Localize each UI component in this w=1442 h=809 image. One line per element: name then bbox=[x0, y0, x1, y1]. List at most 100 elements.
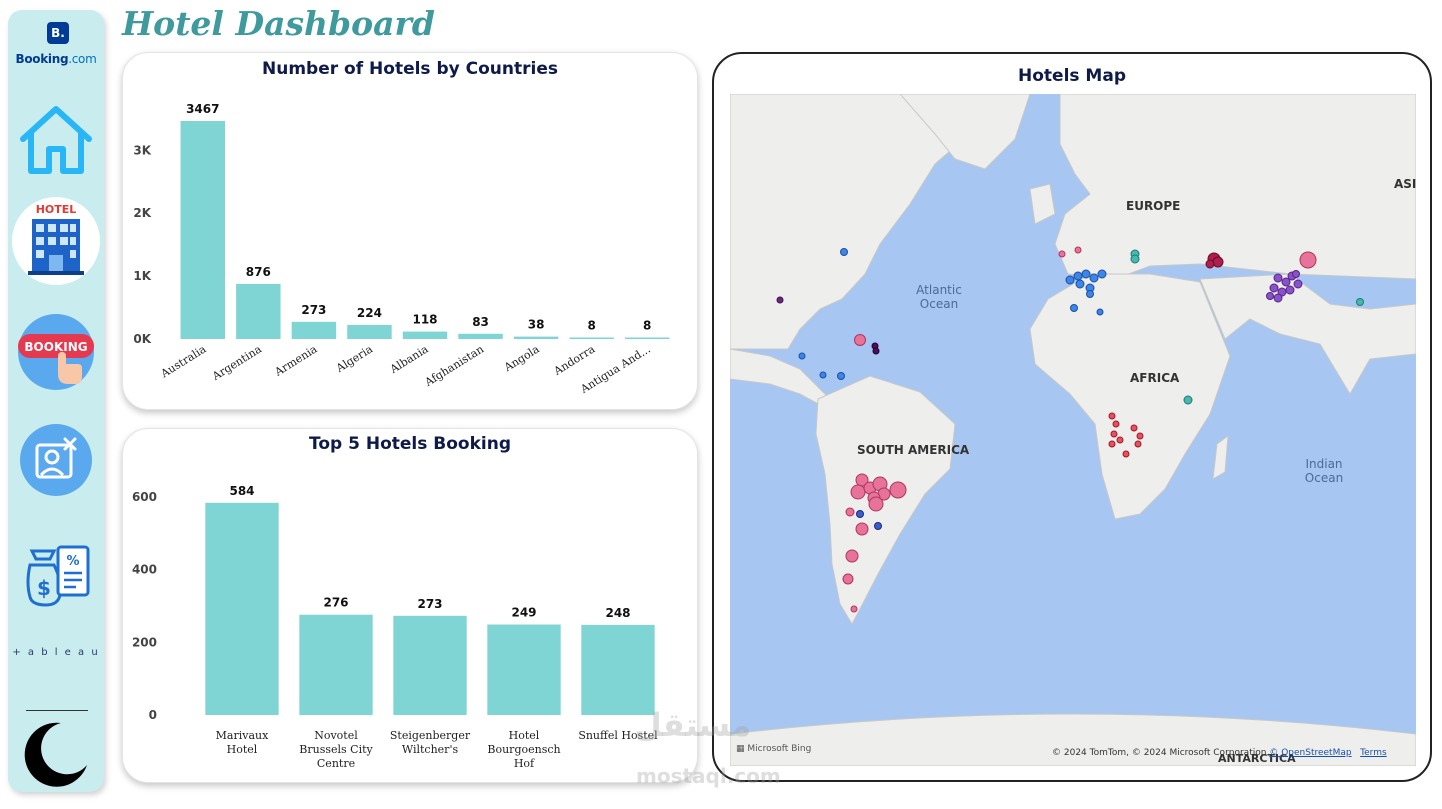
svg-text:HOTEL: HOTEL bbox=[36, 203, 77, 216]
data-label: 248 bbox=[605, 606, 630, 620]
category-label: Hotel bbox=[509, 729, 540, 742]
sidebar: B. Booking.com HOTEL bbox=[8, 10, 104, 792]
hotel-marker bbox=[1356, 298, 1364, 306]
map-label-africa: AFRICA bbox=[1130, 371, 1180, 385]
sidebar-item-hotel[interactable]: HOTEL bbox=[12, 196, 100, 286]
hotels-by-country-chart: 0K 1K 2K 3K 3467 Australia 876 Argentina 273 Arme… bbox=[133, 102, 670, 396]
bar[interactable] bbox=[569, 337, 614, 340]
hotels-by-country-card: Number of Hotels by Countries 0K 1K 2K 3K 34… bbox=[122, 52, 698, 410]
hotel-marker bbox=[868, 496, 884, 512]
map-label-south-america: SOUTH AMERICA bbox=[857, 443, 970, 457]
y-tick-label: 3K bbox=[133, 143, 151, 157]
hotel-marker bbox=[845, 507, 855, 517]
y-tick-label: 200 bbox=[132, 635, 157, 649]
hotel-marker bbox=[1116, 436, 1124, 444]
data-label: 8 bbox=[587, 319, 595, 333]
svg-text:%: % bbox=[66, 554, 79, 569]
y-tick-label: 1K bbox=[133, 269, 151, 283]
category-label: Hotel bbox=[227, 743, 258, 756]
hotel-marker bbox=[1134, 440, 1142, 448]
bar[interactable] bbox=[513, 336, 559, 339]
data-label: 118 bbox=[412, 313, 437, 327]
hotel-marker bbox=[1081, 269, 1091, 279]
middle-east-landmass bbox=[1199, 273, 1416, 395]
bar[interactable] bbox=[402, 331, 448, 339]
hotel-marker bbox=[1075, 279, 1085, 289]
bar[interactable] bbox=[205, 502, 279, 715]
bar[interactable] bbox=[581, 624, 655, 715]
africa-landmass bbox=[1029, 273, 1231, 520]
bar[interactable] bbox=[291, 321, 337, 339]
hotel-marker bbox=[850, 484, 866, 500]
map-label-europe: EUROPE bbox=[1126, 199, 1180, 213]
terms-link[interactable]: Terms bbox=[1360, 748, 1387, 758]
tableau-logo[interactable]: + a b l e a u bbox=[10, 642, 102, 662]
home-icon bbox=[20, 106, 92, 174]
y-tick-label: 400 bbox=[132, 563, 157, 577]
category-label: Brussels City bbox=[299, 743, 373, 756]
bar[interactable] bbox=[236, 283, 281, 339]
booking-wordmark: Booking.com bbox=[15, 52, 97, 66]
category-label: Armenia bbox=[272, 342, 320, 379]
data-label: 273 bbox=[301, 303, 326, 317]
hotel-marker bbox=[1266, 292, 1274, 300]
y-tick-label: 0K bbox=[133, 332, 151, 346]
bar[interactable] bbox=[487, 624, 561, 715]
sidebar-item-user-cancel[interactable] bbox=[12, 414, 100, 506]
bar[interactable] bbox=[458, 333, 503, 339]
map-label-indian-2: Ocean bbox=[1305, 471, 1343, 485]
category-label: Snuffel Hostel bbox=[578, 729, 658, 742]
hotel-marker bbox=[1089, 273, 1099, 283]
category-label: Andorra bbox=[551, 342, 598, 378]
hotel-marker bbox=[1293, 279, 1303, 289]
y-tick-label: 600 bbox=[132, 490, 157, 504]
hotel-building-icon: HOTEL bbox=[12, 197, 100, 285]
data-label: 276 bbox=[323, 596, 348, 610]
category-label: Steigenberger bbox=[390, 729, 471, 742]
osm-link[interactable]: © OpenStreetMap bbox=[1269, 748, 1352, 758]
sidebar-item-home[interactable] bbox=[12, 94, 100, 186]
central-america-landmass bbox=[730, 348, 831, 407]
madagascar-landmass bbox=[1212, 434, 1229, 480]
category-label: Angola bbox=[501, 342, 542, 374]
hotel-marker bbox=[850, 605, 858, 613]
category-label: Wiltcher's bbox=[402, 743, 459, 756]
hotel-marker bbox=[1097, 269, 1107, 279]
hotel-marker bbox=[854, 334, 866, 346]
hotel-markers[interactable] bbox=[776, 246, 1364, 613]
hotel-marker bbox=[1110, 430, 1118, 438]
map-label-antarctica: ANTARCTICA bbox=[1218, 752, 1296, 765]
hotel-marker bbox=[840, 248, 848, 256]
bar[interactable] bbox=[180, 121, 225, 339]
hotel-marker bbox=[855, 522, 869, 536]
category-label: Australia bbox=[158, 342, 209, 381]
category-label: Afghanistan bbox=[422, 343, 486, 390]
europe-landmass bbox=[1054, 94, 1416, 280]
booking-logo[interactable]: B. Booking.com bbox=[14, 18, 98, 80]
hotel-marker bbox=[1108, 412, 1116, 420]
category-label: Centre bbox=[317, 757, 355, 770]
hotel-marker bbox=[837, 372, 845, 380]
dashboard-title: Hotel Dashboard bbox=[122, 4, 435, 43]
hotel-marker bbox=[1273, 273, 1283, 283]
data-label: 38 bbox=[528, 318, 545, 332]
sidebar-item-pricing[interactable]: $ % bbox=[12, 526, 100, 616]
bar[interactable] bbox=[625, 337, 670, 340]
sidebar-item-booking[interactable]: BOOKING bbox=[12, 306, 100, 398]
hotel-marker bbox=[1070, 304, 1078, 312]
hotels-by-country-title: Number of Hotels by Countries bbox=[262, 59, 558, 79]
hotel-marker bbox=[1058, 250, 1066, 258]
hotel-marker bbox=[1065, 275, 1075, 285]
hotel-marker bbox=[1108, 440, 1116, 448]
bar[interactable] bbox=[393, 615, 467, 715]
bar[interactable] bbox=[299, 614, 373, 715]
hotel-marker bbox=[1292, 270, 1300, 278]
category-label: Albania bbox=[387, 342, 431, 376]
theme-toggle[interactable] bbox=[12, 716, 100, 792]
bar[interactable] bbox=[347, 324, 392, 339]
map-copyright: © 2024 TomTom, © 2024 Microsoft Corporat… bbox=[1052, 748, 1387, 758]
hotel-marker bbox=[1136, 432, 1144, 440]
